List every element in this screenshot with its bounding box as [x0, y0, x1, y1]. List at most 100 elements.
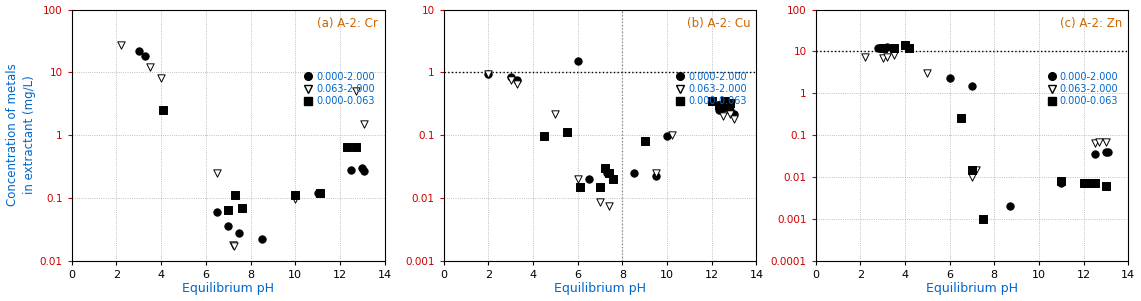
Point — [591, 200, 609, 205]
Point — [286, 197, 305, 202]
Point — [508, 78, 526, 82]
Point — [286, 193, 305, 198]
Point — [1052, 181, 1070, 186]
Y-axis label: Concentration of metals
in extractant (mg/L): Concentration of metals in extractant (m… — [6, 64, 35, 206]
Point — [208, 170, 226, 175]
Point — [884, 46, 903, 51]
Point — [963, 175, 981, 179]
Point — [1075, 181, 1093, 186]
Point — [1052, 178, 1070, 183]
Point — [600, 170, 618, 175]
Point — [508, 82, 526, 86]
Point — [721, 101, 739, 106]
Point — [224, 242, 242, 247]
Point — [547, 111, 565, 116]
Point — [725, 117, 743, 122]
Point — [877, 54, 896, 59]
Point — [710, 108, 728, 113]
Text: (b) A-2: Cu: (b) A-2: Cu — [687, 17, 751, 30]
Text: (a) A-2: Cr: (a) A-2: Cr — [317, 17, 379, 30]
Point — [347, 89, 365, 94]
Point — [208, 209, 226, 214]
Point — [884, 53, 903, 58]
Text: (c) A-2: Zn: (c) A-2: Zn — [1060, 17, 1122, 30]
Point — [355, 168, 373, 173]
Point — [479, 71, 497, 76]
Point — [596, 166, 614, 170]
Point — [570, 185, 589, 189]
Legend: 0.000-2.000, 0.063-2.000, 0.000-0.063: 0.000-2.000, 0.063-2.000, 0.000-0.063 — [302, 70, 377, 108]
Point — [226, 193, 244, 198]
Point — [1075, 181, 1093, 186]
Point — [896, 43, 914, 48]
Point — [647, 170, 665, 175]
Legend: 0.000-2.000, 0.063-2.000, 0.000-0.063: 0.000-2.000, 0.063-2.000, 0.000-0.063 — [1046, 70, 1120, 108]
X-axis label: Equilibrium pH: Equilibrium pH — [555, 282, 646, 296]
Point — [714, 114, 733, 119]
Point — [233, 205, 251, 210]
Point — [663, 133, 681, 138]
Point — [252, 237, 270, 242]
Point — [968, 167, 986, 172]
Point — [1090, 139, 1108, 144]
Point — [342, 167, 361, 172]
Point — [353, 166, 371, 170]
Point — [580, 177, 598, 182]
Point — [1097, 184, 1115, 189]
Legend: 0.000-2.000, 0.063-2.000, 0.000-0.063: 0.000-2.000, 0.063-2.000, 0.000-0.063 — [674, 70, 748, 108]
Point — [140, 65, 159, 70]
Point — [1097, 149, 1115, 154]
Point — [896, 43, 914, 48]
Point — [1099, 149, 1117, 154]
Point — [600, 203, 618, 208]
Point — [877, 44, 896, 49]
Point — [502, 78, 520, 82]
Point — [130, 48, 148, 53]
Point — [605, 177, 623, 182]
Point — [900, 46, 919, 51]
Point — [1097, 139, 1115, 144]
Point — [137, 54, 155, 59]
X-axis label: Equilibrium pH: Equilibrium pH — [183, 282, 274, 296]
Point — [856, 54, 874, 59]
Point — [1086, 141, 1104, 145]
Point — [535, 134, 553, 139]
Point — [647, 174, 665, 179]
Point — [310, 191, 329, 195]
Point — [952, 116, 970, 121]
Point — [963, 167, 981, 172]
Point — [568, 59, 586, 64]
Point — [558, 130, 576, 135]
Point — [721, 111, 739, 116]
Point — [974, 216, 993, 221]
X-axis label: Equilibrium pH: Equilibrium pH — [926, 282, 1018, 296]
Point — [874, 46, 892, 51]
Point — [219, 224, 237, 229]
Point — [874, 55, 892, 60]
Point — [710, 103, 728, 107]
Point — [940, 76, 958, 81]
Point — [568, 177, 586, 182]
Point — [636, 139, 654, 144]
Point — [963, 83, 981, 88]
Point — [869, 46, 888, 51]
Point — [624, 170, 642, 175]
Point — [225, 244, 243, 249]
Point — [219, 207, 237, 212]
Point — [919, 71, 937, 76]
Point — [1082, 181, 1100, 186]
Point — [598, 170, 616, 175]
Point — [479, 71, 497, 76]
Point — [721, 108, 739, 113]
Point — [717, 98, 735, 103]
Point — [347, 144, 365, 149]
Point — [152, 76, 170, 81]
Point — [1086, 152, 1104, 157]
Point — [502, 74, 520, 79]
Point — [874, 46, 892, 51]
Point — [1086, 181, 1104, 186]
Point — [112, 43, 130, 48]
Point — [154, 108, 172, 113]
Point — [591, 185, 609, 189]
Point — [1001, 204, 1019, 209]
